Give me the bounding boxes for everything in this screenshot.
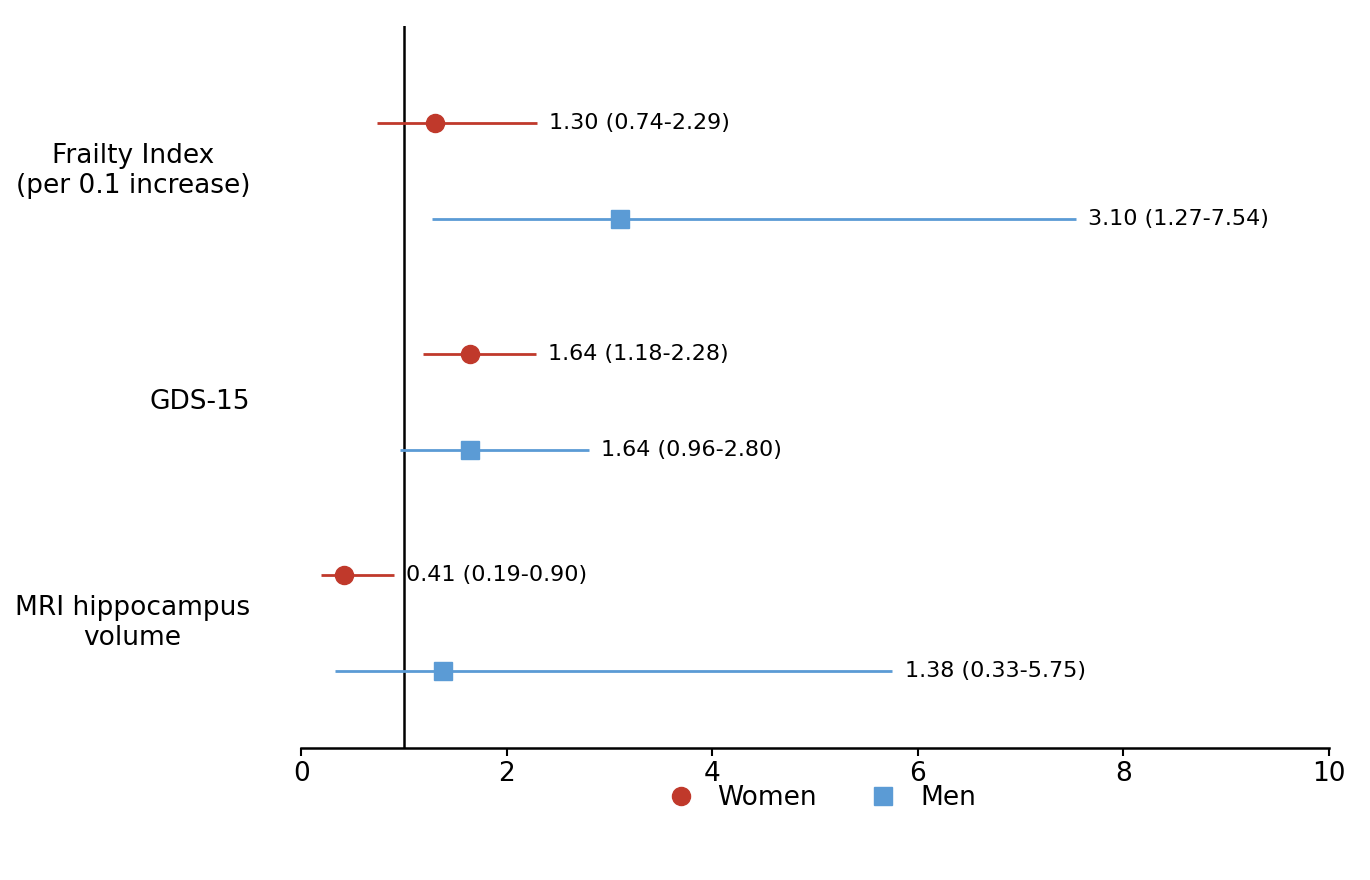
Text: Frailty Index
(per 0.1 increase): Frailty Index (per 0.1 increase) bbox=[15, 143, 249, 199]
Text: 1.64 (0.96-2.80): 1.64 (0.96-2.80) bbox=[601, 440, 782, 459]
Text: 0.41 (0.19-0.90): 0.41 (0.19-0.90) bbox=[406, 565, 588, 585]
Text: 1.64 (1.18-2.28): 1.64 (1.18-2.28) bbox=[548, 343, 729, 363]
Text: 1.38 (0.33-5.75): 1.38 (0.33-5.75) bbox=[904, 661, 1085, 681]
Text: 1.30 (0.74-2.29): 1.30 (0.74-2.29) bbox=[549, 113, 730, 133]
Text: MRI hippocampus
volume: MRI hippocampus volume bbox=[15, 595, 249, 651]
Legend: Women, Men: Women, Men bbox=[644, 774, 986, 821]
Text: 3.10 (1.27-7.54): 3.10 (1.27-7.54) bbox=[1089, 209, 1270, 229]
Text: GDS-15: GDS-15 bbox=[149, 389, 249, 414]
